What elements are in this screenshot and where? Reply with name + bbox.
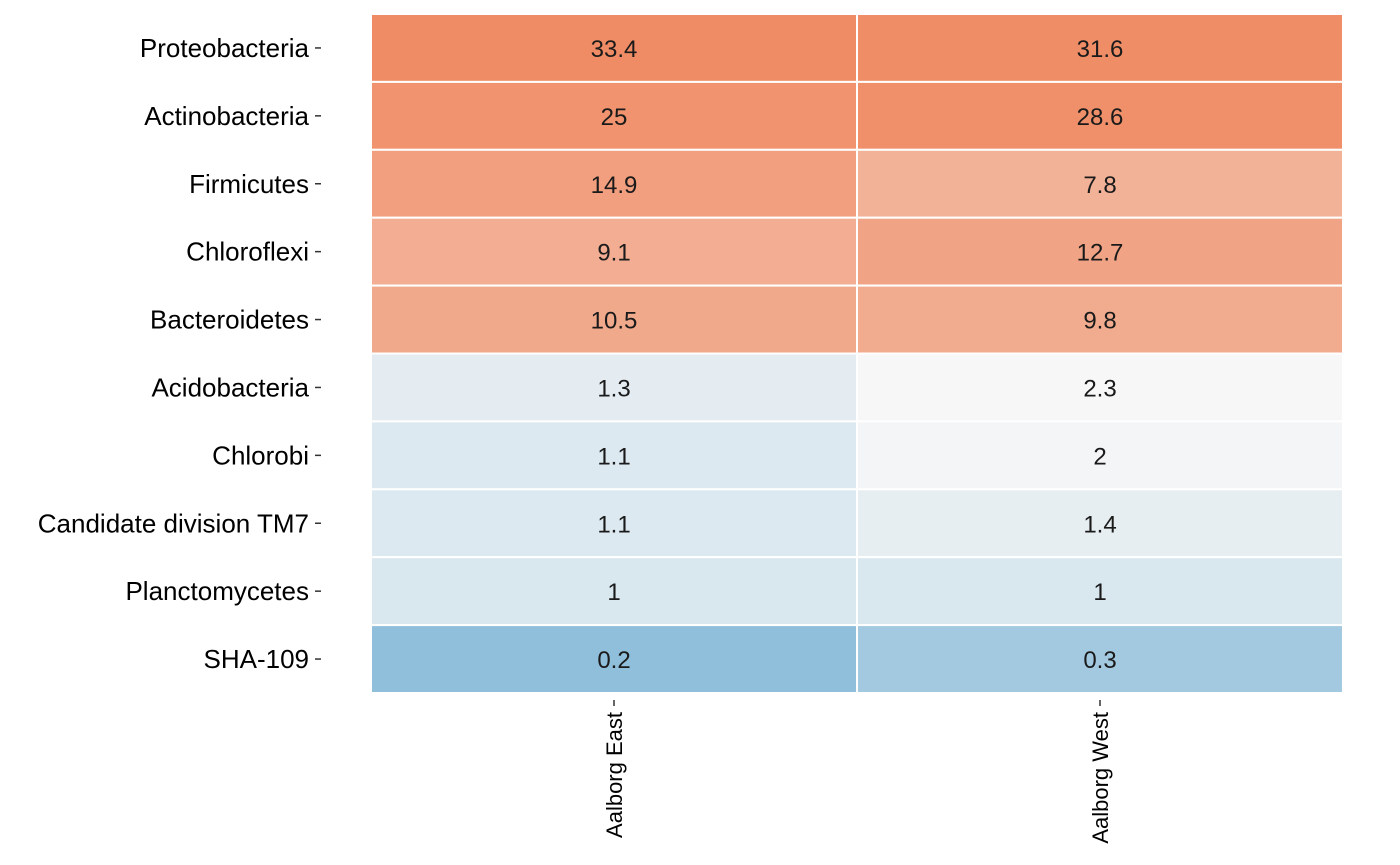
row-label: Proteobacteria <box>140 33 310 63</box>
cell-value-label: 1.4 <box>1083 511 1116 538</box>
heatmap-cell <box>856 80 1344 151</box>
heatmap-cell <box>856 624 1344 694</box>
heatmap-cell <box>856 420 1344 491</box>
cell-value-label: 1.1 <box>597 443 630 470</box>
row-label: Bacteroidetes <box>150 305 309 335</box>
heatmap-cell <box>856 284 1344 355</box>
cell-value-label: 0.3 <box>1083 647 1116 674</box>
cell-value-label: 1.1 <box>597 511 630 538</box>
row-label: Candidate division TM7 <box>38 508 309 538</box>
heatmap-cell <box>370 80 858 151</box>
cell-value-label: 2.3 <box>1083 375 1116 402</box>
heatmap-cell <box>856 216 1344 287</box>
cell-value-label: 2 <box>1093 443 1106 470</box>
heatmap-cell <box>856 13 1344 83</box>
heatmap-cell <box>370 624 858 694</box>
cell-value-label: 12.7 <box>1077 240 1124 267</box>
cell-value-label: 33.4 <box>591 36 638 63</box>
cell-value-label: 28.6 <box>1077 104 1124 131</box>
heatmap-cell <box>856 352 1344 423</box>
row-label: Chloroflexi <box>186 237 309 267</box>
cell-value-label: 7.8 <box>1083 172 1116 199</box>
column-label: Aalborg West <box>1088 712 1113 844</box>
cell-value-label: 9.8 <box>1083 308 1116 335</box>
cell-value-label: 1.3 <box>597 375 630 402</box>
row-label: Firmicutes <box>189 169 309 199</box>
heatmap-cell <box>370 556 858 627</box>
cell-value-label: 10.5 <box>591 308 638 335</box>
row-label: Acidobacteria <box>151 372 309 402</box>
cell-value-label: 9.1 <box>597 240 630 267</box>
row-label: Actinobacteria <box>144 101 309 131</box>
cell-value-label: 31.6 <box>1077 36 1124 63</box>
row-label: SHA-109 <box>204 644 310 674</box>
cell-value-label: 1 <box>1093 579 1106 606</box>
cell-value-label: 25 <box>601 104 628 131</box>
heatmap-cell <box>370 13 858 83</box>
heatmap-cell <box>856 148 1344 219</box>
cell-value-label: 14.9 <box>591 172 638 199</box>
row-label: Planctomycetes <box>125 576 309 606</box>
heatmap-cell <box>856 556 1344 627</box>
cell-value-label: 0.2 <box>597 647 630 674</box>
heatmap-cell <box>856 488 1344 559</box>
row-label: Chlorobi <box>212 440 309 470</box>
column-label: Aalborg East <box>602 712 627 838</box>
cell-value-label: 1 <box>607 579 620 606</box>
